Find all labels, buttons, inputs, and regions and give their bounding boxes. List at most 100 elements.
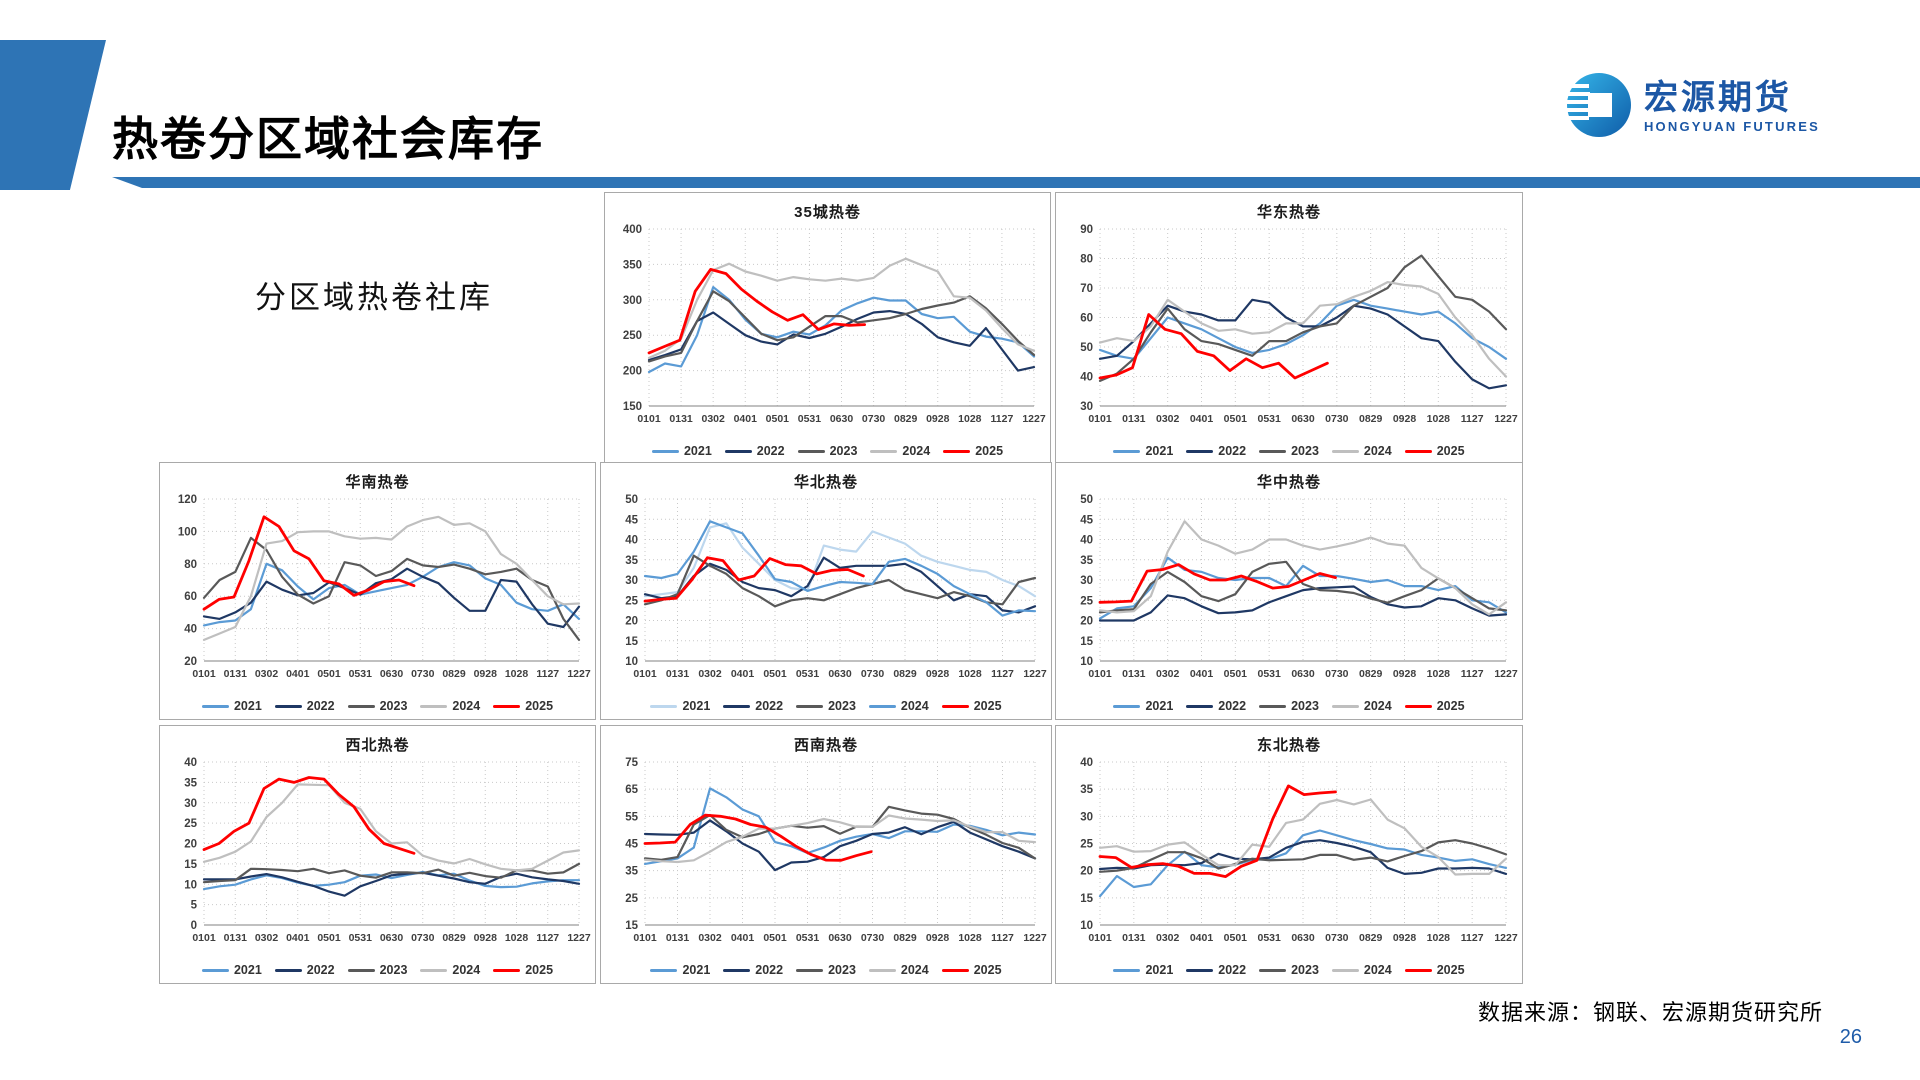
x-axis-tick: 0928 bbox=[474, 932, 498, 944]
x-axis-tick: 1127 bbox=[536, 668, 559, 680]
legend-item-2023: 2023 bbox=[347, 699, 407, 713]
series-line-2023 bbox=[1098, 254, 1508, 382]
x-axis-tick: 0131 bbox=[224, 932, 248, 944]
chart-plot: 30 40 50 60 70 80 90 0101 0131 0302 0401 0501 0531 06… bbox=[1080, 224, 1518, 425]
legend-item-2024: 2024 bbox=[420, 963, 480, 977]
legend-item-2022: 2022 bbox=[1186, 699, 1246, 713]
series-line-2022 bbox=[202, 567, 581, 629]
legend-item-2021: 2021 bbox=[1113, 699, 1173, 713]
legend-year-label: 2023 bbox=[828, 963, 856, 977]
x-axis-tick: 0928 bbox=[1393, 668, 1417, 680]
x-axis-tick: 1127 bbox=[991, 413, 1014, 425]
legend-line-swatch bbox=[723, 704, 751, 708]
y-axis-tick: 120 bbox=[178, 494, 197, 506]
y-axis-tick: 30 bbox=[1080, 401, 1093, 413]
chart-legend: 2021 2022 2023 2024 2025 bbox=[1056, 444, 1522, 458]
x-axis-tick: 1028 bbox=[958, 413, 982, 425]
x-axis-tick: 0730 bbox=[861, 932, 885, 944]
legend-line-swatch bbox=[201, 968, 229, 972]
series-line-2025 bbox=[1098, 313, 1329, 380]
legend-item-2024: 2024 bbox=[1331, 963, 1392, 977]
legend-year-label: 2025 bbox=[1436, 963, 1465, 977]
y-axis-tick: 15 bbox=[1080, 893, 1093, 905]
chart-title: 华南热卷 bbox=[345, 474, 410, 491]
x-axis-tick: 0101 bbox=[1088, 668, 1112, 680]
series-line-2024 bbox=[1098, 280, 1508, 378]
legend-year-label: 2022 bbox=[755, 963, 784, 977]
legend-line-swatch bbox=[650, 704, 678, 708]
legend-year-label: 2024 bbox=[452, 963, 481, 977]
legend-item-2023: 2023 bbox=[1259, 444, 1319, 458]
legend-item-2022: 2022 bbox=[1186, 444, 1246, 458]
series-line-2025 bbox=[643, 556, 865, 603]
x-axis-tick: 0501 bbox=[1224, 413, 1248, 425]
x-axis-tick: 0531 bbox=[796, 668, 820, 680]
x-axis-tick: 0401 bbox=[734, 413, 758, 425]
x-axis-tick: 0531 bbox=[349, 668, 373, 680]
x-axis-tick: 1127 bbox=[1461, 668, 1484, 680]
legend-line-swatch bbox=[420, 968, 448, 972]
y-axis-tick: 40 bbox=[625, 535, 638, 547]
legend-year-label: 2022 bbox=[1218, 963, 1247, 977]
y-axis-tick: 20 bbox=[184, 656, 197, 668]
legend-line-swatch bbox=[1404, 449, 1432, 453]
legend-year-label: 2024 bbox=[900, 963, 929, 977]
legend-line-swatch bbox=[1331, 968, 1359, 972]
legend-line-swatch bbox=[1331, 704, 1359, 708]
series-line-2024 bbox=[1098, 520, 1508, 616]
x-axis-tick: 0630 bbox=[830, 413, 854, 425]
legend-year-label: 2021 bbox=[1145, 963, 1174, 977]
legend-item-2022: 2022 bbox=[724, 444, 785, 458]
x-axis-tick: 0829 bbox=[1359, 413, 1383, 425]
legend-line-swatch bbox=[1113, 704, 1141, 708]
series-line-2025 bbox=[647, 268, 867, 355]
y-axis-tick: 15 bbox=[625, 920, 638, 932]
chart-north-china-hot-coil: 华北热卷 10 15 20 25 30 35 40 45 50 0101 0131 0302 0401 05… bbox=[600, 462, 1052, 720]
company-logo: 宏源期货 HONGYUAN FUTURES bbox=[1562, 72, 1820, 143]
x-axis-tick: 0501 bbox=[766, 413, 790, 425]
legend-year-label: 2022 bbox=[756, 444, 785, 458]
y-axis-tick: 0 bbox=[191, 920, 197, 932]
series-line-2022 bbox=[202, 871, 581, 897]
series-line-2023 bbox=[1098, 839, 1508, 873]
legend-year-label: 2025 bbox=[975, 444, 1004, 458]
y-axis-tick: 25 bbox=[1080, 839, 1093, 851]
legend-line-swatch bbox=[868, 704, 896, 708]
x-axis-tick: 1127 bbox=[536, 932, 559, 944]
series-line-2023 bbox=[647, 290, 1036, 363]
y-axis-tick: 35 bbox=[1080, 784, 1093, 796]
legend-line-swatch bbox=[651, 449, 679, 453]
y-axis-tick: 200 bbox=[623, 366, 642, 378]
series-line-2022 bbox=[643, 556, 1037, 614]
y-axis-tick: 10 bbox=[1080, 920, 1093, 932]
x-axis-tick: 0531 bbox=[349, 932, 373, 944]
legend-year-label: 2024 bbox=[1363, 444, 1392, 458]
y-axis-tick: 50 bbox=[1080, 342, 1093, 354]
legend-item-2021: 2021 bbox=[1113, 963, 1173, 977]
chart-legend: 2021 2022 2023 2024 2025 bbox=[601, 699, 1051, 713]
y-axis-tick: 250 bbox=[623, 330, 642, 342]
legend-line-swatch bbox=[723, 968, 751, 972]
legend-year-label: 2021 bbox=[683, 444, 712, 458]
x-axis-tick: 0401 bbox=[286, 668, 310, 680]
x-axis-tick: 0730 bbox=[1325, 932, 1349, 944]
legend-year-label: 2024 bbox=[1363, 699, 1392, 713]
x-axis-tick: 0630 bbox=[828, 932, 852, 944]
legend-line-swatch bbox=[1259, 968, 1287, 972]
x-axis-tick: 0401 bbox=[731, 668, 755, 680]
legend-line-swatch bbox=[274, 968, 302, 972]
chart-35-cities-hot-coil: 35城热卷 150 200 250 300 350 400 0101 0131 0302 0401 0… bbox=[604, 192, 1051, 465]
y-axis-tick: 25 bbox=[184, 818, 197, 830]
legend-line-swatch bbox=[796, 968, 824, 972]
data-source-note: 数据来源：钢联、宏源期货研究所 bbox=[1477, 1000, 1823, 1025]
legend-item-2023: 2023 bbox=[347, 963, 407, 977]
x-axis-tick: 1028 bbox=[958, 932, 982, 944]
chart-plot: 10 15 20 25 30 35 40 45 50 0101 0131 0302 0401 0501 05… bbox=[1080, 494, 1518, 680]
x-axis-tick: 0101 bbox=[633, 668, 657, 680]
legend-item-2022: 2022 bbox=[723, 963, 783, 977]
y-axis-tick: 70 bbox=[1080, 283, 1093, 295]
y-axis-tick: 15 bbox=[1080, 636, 1093, 648]
legend-line-swatch bbox=[347, 704, 375, 708]
y-axis-tick: 300 bbox=[623, 295, 642, 307]
legend-item-2021: 2021 bbox=[201, 963, 262, 977]
